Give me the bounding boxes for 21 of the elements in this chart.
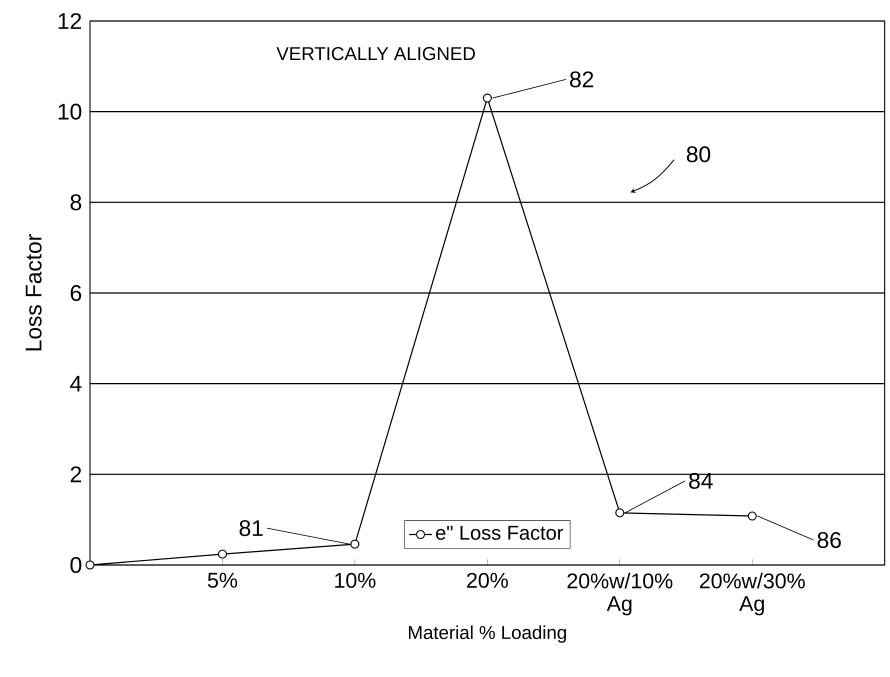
- x-tick-label: 5%: [208, 572, 238, 588]
- x-tick-label: 10%: [335, 572, 376, 588]
- x-axis-title: Material % Loading: [408, 625, 566, 643]
- y-tick-label: 8: [70, 194, 82, 210]
- text: VERTICALLY ALIGNED: [276, 47, 475, 60]
- y-axis-title: Loss Factor: [26, 234, 42, 350]
- annotation: 86: [818, 532, 841, 548]
- x-tick-label: 20%w/10% Ag: [567, 572, 672, 616]
- x-tick-label: 20%: [467, 572, 508, 588]
- y-tick-label: 10: [58, 104, 82, 120]
- y-tick-label: 0: [70, 556, 82, 574]
- y-tick-label: 2: [70, 466, 82, 482]
- y-tick-label: 6: [70, 284, 82, 302]
- annotation: 84: [689, 472, 713, 489]
- annotation: 81: [240, 520, 263, 536]
- annotation: 82: [570, 71, 594, 88]
- annotation: 80: [686, 146, 710, 162]
- legend-label: e" Loss Factor: [436, 526, 564, 540]
- y-tick-label: 12: [58, 13, 82, 29]
- y-tick-label: 4: [70, 376, 82, 392]
- x-tick-label: 20%w/30% Ag: [700, 572, 805, 616]
